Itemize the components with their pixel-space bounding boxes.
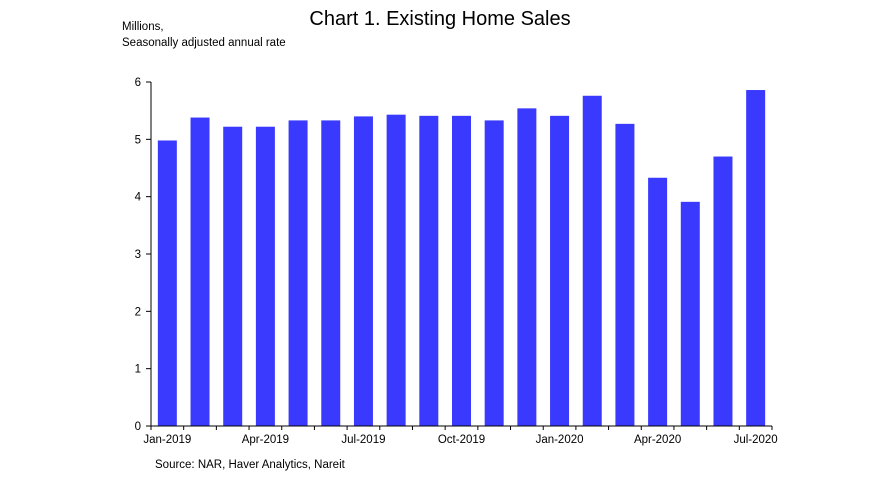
bar <box>419 115 439 426</box>
y-tick-label: 4 <box>135 192 142 204</box>
y-tick-label: 0 <box>135 421 141 433</box>
y-axis-unit-label: Millions, Seasonally adjusted annual rat… <box>122 19 286 51</box>
source-note: Source: NAR, Haver Analytics, Nareit <box>155 459 345 471</box>
bar <box>190 117 210 427</box>
bar <box>713 156 733 426</box>
bar <box>517 108 537 427</box>
y-tick-label: 3 <box>135 249 141 261</box>
y-axis-unit-line-2: Seasonally adjusted annual rate <box>122 37 286 49</box>
bar <box>680 201 700 426</box>
x-tick-label: Jul-2019 <box>341 434 385 446</box>
x-tick-label: Apr-2019 <box>242 434 289 446</box>
bar <box>615 123 635 426</box>
x-tick-label: Oct-2019 <box>438 434 485 446</box>
y-tick-label: 6 <box>135 77 141 89</box>
bar <box>550 115 570 426</box>
y-tick-label: 1 <box>135 364 141 376</box>
bar <box>353 116 373 427</box>
bar <box>484 120 504 426</box>
bar <box>582 95 602 426</box>
x-tick-label: Apr-2020 <box>634 434 681 446</box>
bar <box>255 126 275 426</box>
bar <box>223 126 243 426</box>
x-tick-label: Jan-2019 <box>143 434 191 446</box>
x-tick-label: Jan-2020 <box>536 434 584 446</box>
y-axis-unit-line-1: Millions, <box>122 21 164 33</box>
bar <box>452 115 471 426</box>
bar <box>321 120 341 426</box>
chart-title: Chart 1. Existing Home Sales <box>309 8 571 30</box>
bar <box>157 140 177 427</box>
x-tick-label: Jul-2020 <box>734 434 778 446</box>
bar <box>386 114 406 427</box>
bar <box>288 120 308 426</box>
y-tick-label: 5 <box>135 134 141 146</box>
y-tick-label: 2 <box>135 306 141 318</box>
bar <box>746 90 766 426</box>
bar <box>648 177 668 426</box>
